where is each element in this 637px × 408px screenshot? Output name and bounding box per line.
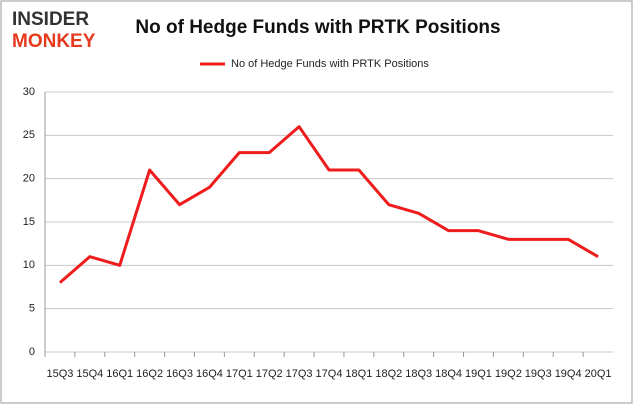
- y-tick-label: 20: [23, 173, 35, 185]
- x-tick-label: 19Q1: [465, 368, 492, 380]
- x-tick-label: 19Q2: [495, 368, 522, 380]
- x-tick-label: 18Q4: [435, 368, 462, 380]
- x-tick-label: 18Q3: [405, 368, 432, 380]
- y-tick-label: 25: [23, 129, 35, 141]
- x-tick-label: 16Q3: [166, 368, 193, 380]
- chart-title: No of Hedge Funds with PRTK Positions: [135, 17, 500, 38]
- x-tick-label: 18Q2: [375, 368, 402, 380]
- y-tick-label: 30: [23, 86, 35, 98]
- y-tick-label: 15: [23, 216, 35, 228]
- y-tick-label: 10: [23, 259, 35, 271]
- x-tick-label: 17Q3: [286, 368, 313, 380]
- y-tick-label: 5: [29, 303, 35, 315]
- y-tick-label: 0: [29, 346, 35, 358]
- x-tick-label: 17Q2: [256, 368, 283, 380]
- x-tick-label: 16Q1: [106, 368, 133, 380]
- x-tick-label: 16Q4: [196, 368, 223, 380]
- data-line: [58, 125, 599, 284]
- logo-bottom: MONKEY: [12, 31, 96, 52]
- x-tick-label: 15Q3: [46, 368, 73, 380]
- legend-label: No of Hedge Funds with PRTK Positions: [231, 58, 429, 70]
- x-tick-label: 19Q3: [525, 368, 552, 380]
- x-tick-label: 16Q2: [136, 368, 163, 380]
- x-tick-label: 17Q4: [316, 368, 343, 380]
- logo-top: INSIDER: [12, 9, 89, 30]
- x-tick-label: 19Q4: [555, 368, 582, 380]
- x-tick-label: 20Q1: [585, 368, 612, 380]
- x-tick-label: 18Q1: [345, 368, 372, 380]
- x-tick-label: 17Q1: [226, 368, 253, 380]
- x-tick-label: 15Q4: [76, 368, 103, 380]
